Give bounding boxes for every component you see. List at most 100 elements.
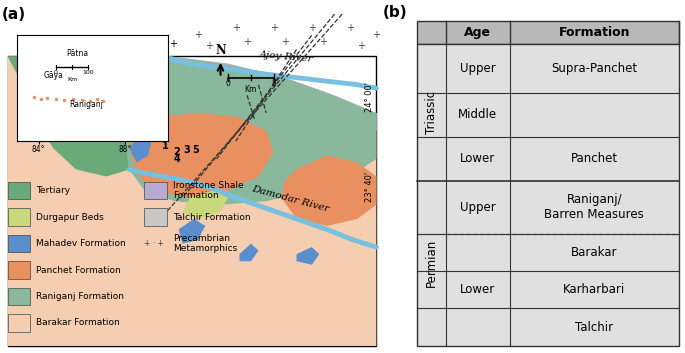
Bar: [145, 182, 167, 199]
Text: +: +: [194, 30, 201, 40]
Polygon shape: [8, 56, 133, 176]
Text: +: +: [169, 38, 177, 49]
Bar: [446, 234, 510, 271]
Text: Mahadev Formation: Mahadev Formation: [36, 239, 126, 248]
Text: +: +: [72, 76, 80, 86]
Text: Precambrian
Metamorphics: Precambrian Metamorphics: [173, 234, 237, 253]
Text: +: +: [373, 30, 380, 40]
Text: Raniganj Formation: Raniganj Formation: [36, 292, 124, 301]
Bar: [446, 92, 510, 137]
Text: (b): (b): [383, 5, 408, 20]
Bar: [416, 21, 679, 44]
Text: +: +: [357, 41, 365, 51]
Text: Barakar: Barakar: [571, 246, 618, 259]
Text: Km: Km: [67, 77, 77, 82]
Text: Km: Km: [245, 85, 257, 95]
Text: (a): (a): [2, 7, 26, 22]
Bar: [416, 309, 446, 346]
Text: +: +: [232, 23, 240, 33]
Text: Damodar River: Damodar River: [251, 184, 330, 214]
Bar: [416, 137, 446, 181]
Polygon shape: [179, 219, 205, 244]
Text: N: N: [215, 44, 226, 57]
Text: Talchir Formation: Talchir Formation: [173, 213, 251, 222]
Text: Supra-Panchet: Supra-Panchet: [551, 62, 637, 75]
Bar: [510, 92, 679, 137]
Text: Talchir: Talchir: [575, 321, 613, 334]
Text: 8: 8: [271, 79, 276, 89]
Polygon shape: [129, 113, 274, 198]
Text: Age: Age: [464, 26, 491, 39]
Polygon shape: [125, 56, 376, 205]
Bar: [510, 234, 679, 271]
Polygon shape: [8, 56, 376, 346]
Bar: [416, 271, 446, 309]
Text: +: +: [281, 37, 289, 47]
Bar: [446, 44, 510, 92]
Text: 1: 1: [162, 142, 169, 151]
Text: Gāya: Gāya: [44, 71, 64, 80]
Text: +: +: [27, 108, 34, 118]
Text: 0: 0: [225, 79, 231, 89]
Text: 23° 40': 23° 40': [366, 172, 375, 202]
Text: Karharbari: Karharbari: [563, 283, 625, 296]
Text: Lower: Lower: [460, 152, 495, 165]
Text: Formation: Formation: [558, 26, 630, 39]
Text: Upper: Upper: [460, 62, 495, 75]
Bar: [510, 44, 679, 92]
Bar: [510, 309, 679, 346]
Polygon shape: [297, 247, 319, 265]
Text: Triassic: Triassic: [425, 91, 438, 134]
Text: Tertiary: Tertiary: [36, 186, 71, 195]
Bar: [8, 235, 30, 252]
Text: Barakar Formation: Barakar Formation: [36, 318, 120, 328]
Bar: [8, 261, 30, 279]
Bar: [446, 309, 510, 346]
Text: Ajoy River: Ajoy River: [258, 50, 314, 64]
Text: 3: 3: [183, 145, 190, 155]
Bar: [416, 92, 446, 137]
Text: 2: 2: [173, 147, 180, 157]
Bar: [446, 137, 510, 181]
Text: + · +: + · +: [145, 239, 164, 248]
Bar: [416, 44, 679, 346]
Bar: [8, 314, 30, 332]
Bar: [8, 208, 30, 226]
Text: +: +: [34, 76, 42, 86]
Polygon shape: [133, 56, 376, 131]
Text: 100: 100: [82, 71, 94, 76]
Text: 86 °: 86 °: [135, 41, 154, 50]
Polygon shape: [182, 191, 228, 219]
Polygon shape: [282, 155, 376, 226]
Text: Upper: Upper: [460, 201, 495, 214]
Text: 4: 4: [173, 154, 180, 164]
Text: +: +: [243, 37, 251, 47]
Bar: [416, 234, 446, 271]
Text: 0: 0: [54, 71, 58, 76]
Text: +: +: [308, 23, 316, 33]
Bar: [446, 181, 510, 234]
Text: 5: 5: [192, 145, 199, 155]
Text: Middle: Middle: [458, 108, 497, 121]
Bar: [510, 137, 679, 181]
Text: Permian: Permian: [425, 239, 438, 287]
Text: Pātna: Pātna: [66, 49, 88, 59]
Text: +: +: [270, 23, 277, 33]
Text: Durgapur Beds: Durgapur Beds: [36, 213, 104, 222]
Text: +: +: [319, 37, 327, 47]
Polygon shape: [133, 56, 376, 131]
Text: Panchet: Panchet: [571, 152, 618, 165]
Text: Panchet Formation: Panchet Formation: [36, 265, 121, 275]
Bar: [8, 288, 30, 305]
Text: Raniganj/
Barren Measures: Raniganj/ Barren Measures: [545, 193, 644, 221]
Text: Raniganj: Raniganj: [69, 100, 103, 109]
Text: 55': 55': [156, 41, 171, 50]
Polygon shape: [129, 134, 152, 162]
Text: +: +: [205, 41, 213, 51]
Bar: [8, 182, 30, 199]
Bar: [145, 208, 167, 226]
Polygon shape: [240, 244, 258, 261]
Text: +: +: [64, 108, 73, 118]
Bar: [510, 181, 679, 234]
Bar: [416, 44, 446, 92]
